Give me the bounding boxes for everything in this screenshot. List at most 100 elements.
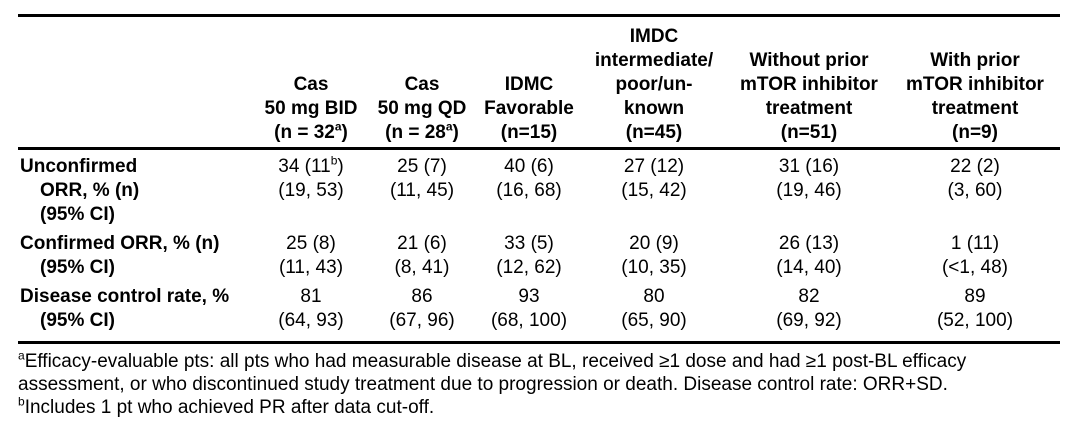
- value-text: 25 (7): [397, 156, 447, 177]
- data-cell: 93 (68, 100): [478, 280, 580, 344]
- table-row-confirmed-orr: Confirmed ORR, % (n) (95% CI) 25 (8) (11…: [18, 227, 1060, 280]
- row-label-main: Unconfirmed: [20, 156, 138, 177]
- cell-value: 82: [730, 285, 888, 309]
- footnote-b-marker: b: [18, 394, 25, 409]
- row-label-main: Confirmed ORR, % (n): [20, 233, 220, 254]
- value-text: 82: [798, 286, 820, 307]
- n-text-close: ): [550, 122, 558, 143]
- row-label-sub: ORR, % (n) (95% CI): [40, 180, 140, 225]
- column-header-cas-bid: Cas 50 mg BID (n = 32a): [256, 15, 366, 150]
- data-cell: 21 (6) (8, 41): [366, 227, 478, 280]
- n-text: (n = 28: [385, 122, 446, 143]
- value-text: 22 (2): [950, 156, 1000, 177]
- cell-value: 21 (6): [368, 232, 476, 256]
- cell-ci: (11, 45): [389, 180, 455, 201]
- cell-ci: (65, 90): [621, 310, 687, 331]
- data-cell: 82 (69, 92): [728, 280, 890, 344]
- column-n-count: (n=51): [730, 121, 888, 145]
- cell-value: 25 (7): [368, 155, 476, 179]
- data-cell: 25 (7) (11, 45): [366, 149, 478, 228]
- n-text-close: ): [830, 122, 838, 143]
- cell-ci: (15, 42): [621, 180, 687, 201]
- cell-value: 33 (5): [480, 232, 578, 256]
- table-header: Cas 50 mg BID (n = 32a) Cas 50 mg QD (n …: [18, 15, 1060, 150]
- data-cell: 40 (6) (16, 68): [478, 149, 580, 228]
- cell-value: 26 (13): [730, 232, 888, 256]
- column-title: Cas 50 mg BID: [264, 74, 358, 119]
- column-header-idmc-favorable: IDMC Favorable (n=15): [478, 15, 580, 150]
- row-label-sub: (95% CI): [40, 310, 115, 331]
- footnote-a: aEfficacy-evaluable pts: all pts who had…: [18, 350, 1063, 396]
- data-cell: 22 (2) (3, 60): [890, 149, 1060, 228]
- column-title: Without prior mTOR inhibitor treatment: [740, 50, 878, 119]
- value-text: 33 (5): [504, 233, 554, 254]
- value-text: 31 (16): [778, 156, 840, 177]
- n-text: (n=15: [500, 122, 551, 143]
- footnote-b: bIncludes 1 pt who achieved PR after dat…: [18, 396, 1063, 419]
- column-title: With prior mTOR inhibitor treatment: [906, 50, 1044, 119]
- cell-ci: (67, 96): [389, 310, 455, 331]
- column-n-count: (n=45): [582, 121, 726, 145]
- column-header-empty: [18, 15, 256, 150]
- row-label-main: Disease control rate, %: [20, 286, 230, 307]
- footnote-marker-a: a: [445, 119, 453, 134]
- value-text: 93: [518, 286, 540, 307]
- table-row-disease-control-rate: Disease control rate, % (95% CI) 81 (64,…: [18, 280, 1060, 344]
- cell-ci: (11, 43): [278, 257, 344, 278]
- n-text-close: ): [991, 122, 998, 143]
- cell-ci: (69, 92): [776, 310, 842, 331]
- data-cell: 33 (5) (12, 62): [478, 227, 580, 280]
- cell-ci: (10, 35): [621, 257, 687, 278]
- column-title: IDMC Favorable: [484, 74, 574, 119]
- data-cell: 34 (11b) (19, 53): [256, 149, 366, 228]
- cell-value: 81: [258, 285, 364, 309]
- footnote-marker-b: b: [330, 153, 338, 168]
- value-text: 26 (13): [778, 233, 840, 254]
- cell-value: 93: [480, 285, 578, 309]
- cell-value: 80: [582, 285, 726, 309]
- cell-value: 86: [368, 285, 476, 309]
- value-text: 40 (6): [504, 156, 554, 177]
- data-cell: 86 (67, 96): [366, 280, 478, 344]
- cell-ci: (14, 40): [776, 257, 842, 278]
- cell-ci: (16, 68): [496, 180, 562, 201]
- column-n-count: (n = 32a): [258, 121, 364, 145]
- value-text: 89: [964, 286, 986, 307]
- cell-ci: (12, 62): [496, 257, 562, 278]
- value-text: 20 (9): [629, 233, 679, 254]
- footnote-marker-a: a: [334, 119, 342, 134]
- n-text: (n=9: [952, 122, 992, 143]
- value-text: 81: [300, 286, 322, 307]
- column-header-imdc-intermediate: IMDC intermediate/ poor/un- known (n=45): [580, 15, 728, 150]
- header-row: Cas 50 mg BID (n = 32a) Cas 50 mg QD (n …: [18, 15, 1060, 150]
- cell-ci: (68, 100): [490, 310, 568, 331]
- value-text: 80: [643, 286, 665, 307]
- cell-ci: (<1, 48): [941, 257, 1008, 278]
- footnotes: aEfficacy-evaluable pts: all pts who had…: [18, 350, 1063, 419]
- cell-value: 40 (6): [480, 155, 578, 179]
- n-text: (n=51: [780, 122, 831, 143]
- column-header-with-mtor: With prior mTOR inhibitor treatment (n=9…: [890, 15, 1060, 150]
- n-text-close: ): [452, 122, 459, 143]
- footnote-b-text: Includes 1 pt who achieved PR after data…: [24, 397, 435, 418]
- cell-value: 27 (12): [582, 155, 726, 179]
- cell-ci: (3, 60): [947, 180, 1003, 201]
- value-text: 25 (8): [286, 233, 336, 254]
- column-header-cas-qd: Cas 50 mg QD (n = 28a): [366, 15, 478, 150]
- cell-value: 31 (16): [730, 155, 888, 179]
- row-label-sub: (95% CI): [40, 257, 115, 278]
- row-label-disease-control-rate: Disease control rate, % (95% CI): [18, 280, 256, 344]
- n-text: (n = 32: [274, 122, 335, 143]
- data-cell: 81 (64, 93): [256, 280, 366, 344]
- cell-value: 1 (11): [892, 232, 1058, 256]
- row-label-confirmed-orr: Confirmed ORR, % (n) (95% CI): [18, 227, 256, 280]
- data-cell: 80 (65, 90): [580, 280, 728, 344]
- column-n-count: (n=15): [480, 121, 578, 145]
- table-body: Unconfirmed ORR, % (n) (95% CI) 34 (11b)…: [18, 149, 1060, 344]
- value-text-close: ): [337, 156, 344, 177]
- cell-value: 22 (2): [892, 155, 1058, 179]
- column-title: Cas 50 mg QD: [377, 74, 467, 119]
- cell-value: 20 (9): [582, 232, 726, 256]
- column-header-without-mtor: Without prior mTOR inhibitor treatment (…: [728, 15, 890, 150]
